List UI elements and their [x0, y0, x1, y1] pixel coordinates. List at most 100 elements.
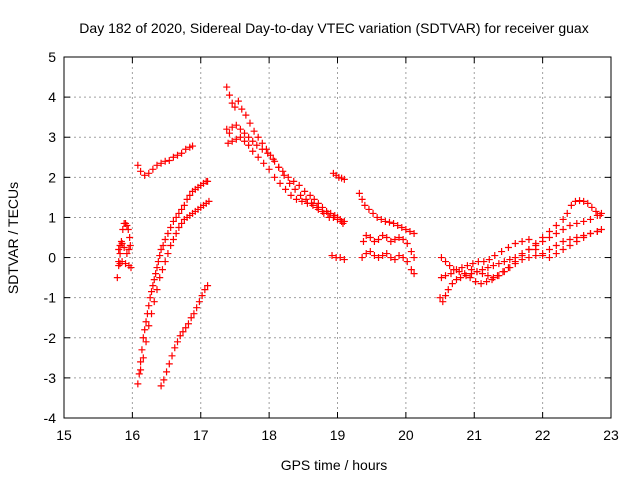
data-point: [179, 328, 187, 336]
data-point: [154, 258, 162, 266]
data-point: [160, 376, 168, 384]
data-point: [398, 223, 406, 231]
y-axis-label: SDTVAR / TECUs: [5, 182, 21, 294]
data-point: [148, 288, 156, 296]
data-point: [116, 250, 124, 258]
data-point: [571, 197, 579, 205]
data-point: [370, 252, 378, 260]
data-point: [379, 252, 387, 260]
data-point: [134, 380, 142, 388]
data-point: [157, 159, 165, 167]
data-point: [320, 209, 328, 217]
data-point: [189, 142, 197, 150]
data-point: [410, 254, 418, 262]
data-point: [258, 145, 266, 153]
data-point: [123, 221, 131, 229]
data-point: [506, 256, 514, 264]
series-s2: [134, 142, 197, 179]
data-point: [287, 191, 295, 199]
data-point: [137, 358, 145, 366]
data-point: [271, 173, 279, 181]
data-point: [340, 256, 348, 264]
data-point: [169, 217, 177, 225]
y-tick-label: 0: [48, 250, 56, 266]
data-point: [115, 246, 123, 254]
y-tick-label: 5: [48, 49, 56, 65]
series-s5: [157, 282, 212, 390]
data-point: [500, 258, 508, 266]
data-point: [161, 157, 169, 165]
data-point: [245, 141, 253, 149]
data-point: [309, 201, 317, 209]
data-point: [370, 238, 378, 246]
data-point: [373, 213, 381, 221]
data-point: [141, 171, 149, 179]
data-point: [246, 119, 254, 127]
data-point: [559, 215, 567, 223]
data-point: [383, 250, 391, 258]
data-point: [407, 248, 415, 256]
data-point: [153, 286, 161, 294]
data-point: [184, 320, 192, 328]
series-s7: [223, 121, 348, 225]
data-point: [566, 221, 574, 229]
data-point: [292, 195, 300, 203]
data-point: [254, 153, 262, 161]
data-point: [171, 344, 179, 352]
data-point: [573, 219, 581, 227]
data-point: [448, 280, 456, 288]
y-tick-label: 4: [48, 89, 56, 105]
data-point: [592, 207, 600, 215]
data-point: [198, 292, 206, 300]
data-point: [477, 280, 485, 288]
x-tick-label: 17: [193, 427, 209, 443]
data-point: [446, 262, 454, 270]
data-point: [559, 225, 567, 233]
data-point: [156, 252, 164, 260]
data-point: [381, 217, 389, 225]
data-point: [169, 236, 177, 244]
y-tick-label: 1: [48, 209, 56, 225]
data-point: [545, 246, 553, 254]
data-point: [228, 137, 236, 145]
data-point: [123, 250, 131, 258]
data-point: [149, 282, 157, 290]
data-point: [137, 366, 145, 374]
data-point: [576, 197, 584, 205]
data-point: [152, 270, 160, 278]
data-point: [489, 262, 497, 270]
data-point: [190, 310, 198, 318]
data-point: [458, 264, 466, 272]
data-point: [223, 83, 231, 91]
y-tick-label: 3: [48, 129, 56, 145]
data-point: [134, 161, 142, 169]
data-point: [597, 225, 605, 233]
data-point: [472, 278, 480, 286]
data-point: [139, 354, 147, 362]
data-point: [532, 240, 540, 248]
data-point: [127, 264, 135, 272]
x-tick-label: 18: [261, 427, 277, 443]
data-point: [566, 242, 574, 250]
data-point: [153, 264, 161, 272]
data-point: [359, 238, 367, 246]
data-point: [506, 264, 514, 272]
data-point: [291, 185, 299, 193]
data-point: [279, 167, 287, 175]
data-point: [403, 258, 411, 266]
data-point: [236, 133, 244, 141]
data-point: [169, 153, 177, 161]
data-point: [379, 231, 387, 239]
data-point: [178, 219, 186, 227]
data-point: [260, 159, 268, 167]
data-point: [375, 236, 383, 244]
data-point: [186, 191, 194, 199]
data-point: [161, 258, 169, 266]
x-tick-label: 15: [56, 427, 72, 443]
data-point: [204, 177, 212, 185]
y-tick-label: 2: [48, 169, 56, 185]
data-point: [395, 234, 403, 241]
data-point: [480, 258, 488, 266]
data-point: [387, 238, 395, 246]
data-point: [406, 227, 414, 235]
